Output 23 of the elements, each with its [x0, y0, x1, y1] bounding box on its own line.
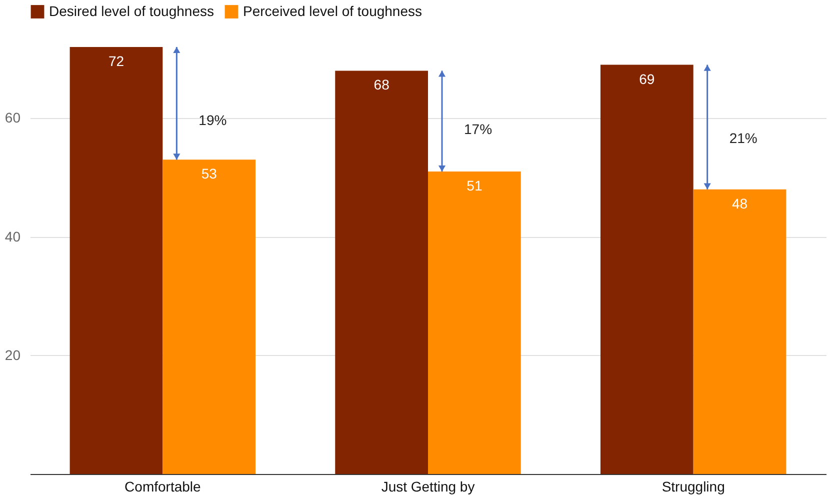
data-label: 68 — [374, 76, 390, 93]
x-tick-label: Comfortable — [124, 478, 202, 494]
data-label: 51 — [466, 178, 482, 194]
x-tick-label: Just Getting by — [381, 478, 475, 494]
bar — [162, 160, 256, 474]
data-label: 53 — [201, 166, 218, 182]
x-tick-label: Struggling — [662, 478, 725, 494]
bar — [428, 172, 521, 474]
annotation: 19% — [198, 112, 227, 128]
bar — [600, 64, 694, 474]
y-tick-label: 60 — [4, 110, 21, 126]
annotation: 21% — [729, 130, 758, 146]
bar — [335, 70, 428, 474]
legend-label: Desired level of toughness — [49, 2, 214, 19]
bar — [70, 47, 163, 474]
bar — [693, 189, 786, 474]
data-label: 48 — [732, 195, 748, 212]
y-tick-label: 20 — [4, 346, 21, 363]
y-tick-label: 40 — [4, 228, 21, 244]
data-label: 69 — [639, 70, 655, 87]
annotation: 17% — [464, 121, 492, 138]
legend-label: Perceived level of toughness — [243, 2, 422, 19]
data-label: 72 — [108, 53, 124, 69]
